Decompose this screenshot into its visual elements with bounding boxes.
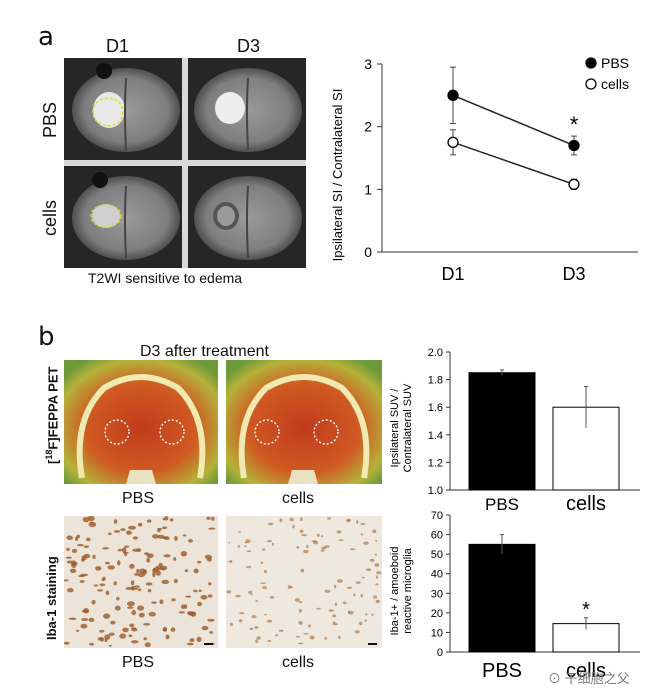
bar-ytick-label: 30: [431, 588, 443, 600]
chart-a-legend-marker: [585, 78, 597, 90]
panel-b-letter: b: [38, 322, 55, 352]
bar-ytick-label: 40: [431, 569, 443, 581]
chart-iba-bar: Iba-1+ / amoeboidreactive microglia 0 10 2…: [390, 510, 640, 682]
chart-a-series-line: [452, 94, 575, 147]
pet-row-label-tracer: FEPPA PET: [45, 366, 61, 438]
bar-ytick-label: 1.0: [428, 485, 443, 497]
chart-a-ytick-label: 2: [364, 119, 372, 135]
row-label-pbs: PBS: [40, 101, 60, 138]
mri-cells-d1: [64, 166, 182, 268]
bar-ytick-label: 10: [431, 627, 443, 639]
panel-a-letter: a: [38, 22, 54, 52]
chart-a-ytick-label: 1: [364, 181, 372, 197]
chart-a-point: [568, 139, 580, 152]
bar-ytick-label: 50: [431, 549, 443, 561]
row-label-cells: cells: [40, 199, 60, 236]
bar-ytick-label: 2.0: [428, 347, 443, 359]
bar-ytick-label: 0: [437, 647, 443, 659]
pet-row-label-isotope-mass: 18: [44, 449, 54, 460]
bar-significance: *: [582, 599, 590, 621]
pet-image-grid: [64, 360, 382, 484]
chart-a-point: [568, 178, 580, 190]
mri-caption: T2WI sensitive to edema: [88, 270, 243, 286]
chart-a-point: [447, 89, 459, 101]
chart-a-xtick-label: D1: [441, 264, 464, 284]
watermark: ⊙ 干细胞之父: [548, 671, 630, 686]
iba-pbs: [64, 516, 218, 648]
bar-category-label: PBS: [482, 660, 522, 682]
iba-image-grid: [64, 516, 382, 648]
chart-a-significance: *: [570, 112, 579, 137]
mri-pbs-d3: [188, 58, 306, 160]
iba-row-label: Iba-1 staining: [44, 556, 59, 640]
chart-a-ytick-label: 3: [364, 56, 372, 72]
bar-ytick-label: 1.2: [428, 457, 443, 469]
chart-a-series-line: [452, 141, 575, 186]
pet-cells: [226, 360, 382, 484]
chart-a-ytick-label: 0: [364, 244, 372, 260]
pet-row-label-element: F: [45, 441, 61, 450]
mri-pbs-d1: [64, 58, 182, 160]
chart-c-ylabel: Iba-1+ / amoeboidreactive microglia: [390, 547, 414, 636]
chart-b-ylabel: Ipsilateral SUV /Contralateral SUV: [390, 383, 414, 472]
bar: [468, 543, 536, 653]
pet-label-cells: cells: [282, 490, 315, 507]
col-label-d3: D3: [237, 36, 261, 56]
chart-a-ylabel: Ipsilateral SI / Contralateral SI: [330, 89, 345, 262]
chart-si-line: Ipsilateral SI / Contralateral SI 0 1 2 3 D1…: [330, 55, 638, 284]
bar-ytick-label: 70: [431, 510, 443, 522]
pet-label-pbs: PBS: [122, 490, 155, 507]
pet-pbs: [64, 360, 218, 484]
watermark-text: 干细胞之父: [564, 671, 630, 686]
chart-a-legend-label: PBS: [601, 55, 629, 71]
chart-a-legend-marker: [585, 57, 597, 69]
chart-a-xtick-label: D3: [562, 264, 585, 284]
iba-label-pbs: PBS: [122, 654, 155, 671]
iba-label-cells: cells: [282, 654, 315, 671]
bar-ytick-label: 60: [431, 530, 443, 542]
bar-category-label: cells: [566, 493, 606, 515]
mri-image-grid: [64, 58, 306, 268]
bar: [468, 372, 536, 491]
col-label-d1: D1: [106, 36, 130, 56]
bar-ytick-label: 1.6: [428, 402, 443, 414]
bar-category-label: PBS: [485, 495, 519, 514]
bar-ytick-label: 1.4: [428, 430, 443, 442]
bar-ytick-label: 1.8: [428, 375, 443, 387]
chart-a-legend-label: cells: [601, 76, 629, 92]
chart-a-point: [447, 136, 459, 148]
bar-category-label: cells: [566, 660, 606, 682]
pet-row-label: [18F]FEPPA PET: [44, 366, 61, 464]
mri-cells-d3: [188, 166, 306, 268]
chart-suv-bar: Ipsilateral SUV /Contralateral SUV 1.0 1.…: [390, 347, 640, 515]
pet-title: D3 after treatment: [140, 343, 269, 360]
bar-ytick-label: 20: [431, 608, 443, 620]
